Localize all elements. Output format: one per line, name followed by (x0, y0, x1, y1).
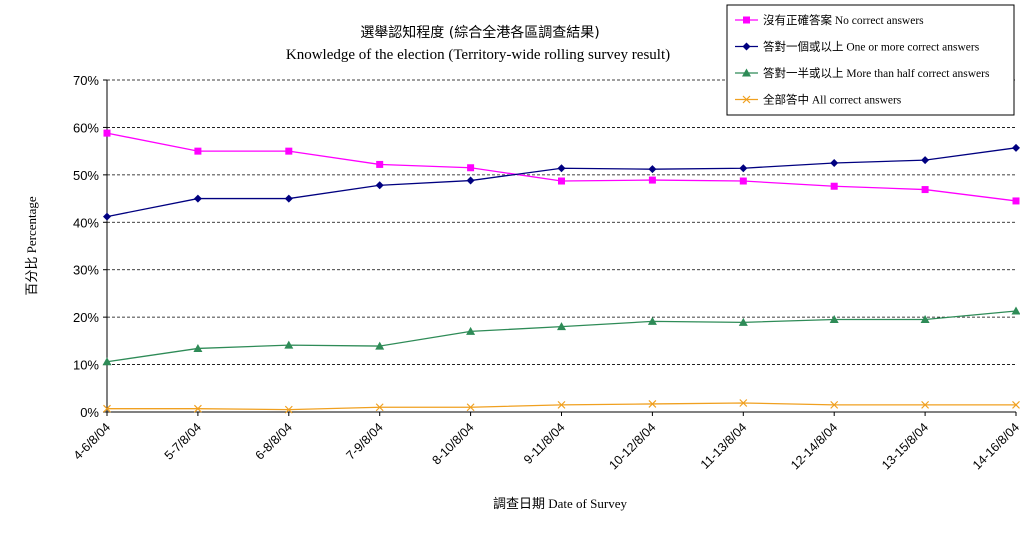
data-point (284, 405, 293, 414)
series-4 (103, 399, 1020, 414)
data-point (920, 315, 930, 324)
x-tick-label: 10-12/8/04 (606, 420, 658, 472)
y-tick-label: 50% (73, 168, 99, 183)
data-point (557, 322, 566, 331)
data-point (1011, 306, 1020, 315)
data-point (193, 194, 202, 203)
data-point (921, 400, 930, 409)
data-point (558, 177, 565, 185)
x-tick-label: 12-14/8/04 (788, 420, 840, 472)
data-point (466, 176, 475, 185)
data-point (921, 156, 930, 165)
data-point (557, 164, 566, 173)
x-tick-label: 9-11/8/04 (521, 420, 568, 467)
series-3 (102, 306, 1020, 366)
x-tick-label: 11-13/8/04 (698, 420, 750, 472)
legend-label: 沒有正確答案 No correct answers (763, 13, 924, 27)
legend-item: 答對一個或以上 One or more correct answers (735, 40, 980, 54)
legend-item: 答對一半或以上 More than half correct answers (735, 66, 990, 80)
data-point (738, 317, 748, 326)
chart-subtitle: Knowledge of the election (Territory-wid… (286, 47, 670, 63)
data-point (830, 159, 839, 167)
legend-item: 全部答中 All correct answers (735, 93, 902, 107)
data-series (102, 129, 1020, 414)
legend-item: 沒有正確答案 No correct answers (735, 13, 924, 27)
y-axis-ticks: 0% 10% 20% 30% 40% 50% 60% 70% (73, 73, 107, 420)
data-point (284, 194, 293, 203)
x-tick-label: 4-6/8/04 (71, 420, 113, 462)
data-point (193, 343, 203, 352)
data-point (193, 404, 202, 413)
chart-title: 選舉認知程度 (綜合全港各區調查結果) (360, 24, 599, 41)
data-point (1012, 197, 1020, 205)
legend-box (726, 4, 1015, 116)
data-point (285, 147, 293, 155)
x-tick-label: 13-15/8/04 (879, 420, 931, 472)
data-point (742, 95, 751, 104)
data-point (1012, 143, 1020, 152)
data-point (375, 341, 385, 350)
data-point (467, 164, 475, 172)
x-tick-label: 14-16/8/04 (970, 420, 1020, 472)
data-point (742, 68, 751, 77)
y-tick-label: 40% (73, 215, 99, 230)
data-point (102, 357, 112, 366)
x-tick-label: 8-10/8/04 (429, 420, 476, 467)
data-point (194, 147, 202, 155)
x-axis-label: 調查日期 Date of Survey (493, 496, 627, 511)
legend-label: 答對一個或以上 One or more correct answers (763, 40, 980, 54)
series-line (107, 402, 1016, 411)
data-point (103, 404, 111, 413)
data-point (829, 315, 839, 324)
y-axis-label: 百分比 Percentage (24, 196, 39, 296)
data-point (466, 403, 475, 412)
data-point (739, 177, 747, 185)
y-tick-label: 60% (73, 120, 99, 135)
data-point (466, 326, 476, 335)
x-tick-label: 5-7/8/04 (162, 420, 204, 462)
data-point (647, 316, 657, 325)
data-point (739, 399, 748, 407)
data-point (830, 182, 838, 190)
y-tick-label: 0% (80, 405, 99, 420)
data-point (376, 160, 384, 168)
data-point (375, 181, 384, 190)
series-1 (103, 129, 1020, 205)
data-point (648, 176, 656, 184)
data-point (557, 400, 566, 409)
x-axis-ticks: 4-6/8/04 5-7/8/04 6-8/8/04 7-9/8/04 8-10/8/0… (71, 412, 1020, 472)
data-point (921, 186, 929, 194)
data-point (739, 164, 748, 173)
data-point (830, 400, 839, 409)
data-point (103, 129, 111, 137)
data-point (284, 340, 294, 349)
y-tick-label: 70% (73, 73, 99, 88)
legend-label: 答對一半或以上 More than half correct answers (763, 66, 990, 80)
series-line (106, 310, 1017, 363)
series-2 (103, 143, 1020, 221)
x-tick-label: 7-9/8/04 (343, 420, 385, 462)
x-tick-label: 6-8/8/04 (253, 420, 295, 462)
y-tick-label: 30% (73, 263, 99, 278)
data-point (103, 212, 111, 221)
y-tick-label: 20% (73, 310, 99, 325)
data-point (648, 165, 657, 174)
y-tick-label: 10% (73, 358, 99, 373)
gridlines (107, 79, 1016, 365)
legend: 沒有正確答案 No correct answers 答對一個或以上 One or … (726, 4, 1015, 116)
data-point (375, 403, 384, 412)
data-point (742, 42, 751, 51)
data-point (648, 400, 657, 408)
legend-label: 全部答中 All correct answers (763, 93, 902, 107)
data-point (743, 16, 750, 24)
data-point (1012, 400, 1020, 409)
